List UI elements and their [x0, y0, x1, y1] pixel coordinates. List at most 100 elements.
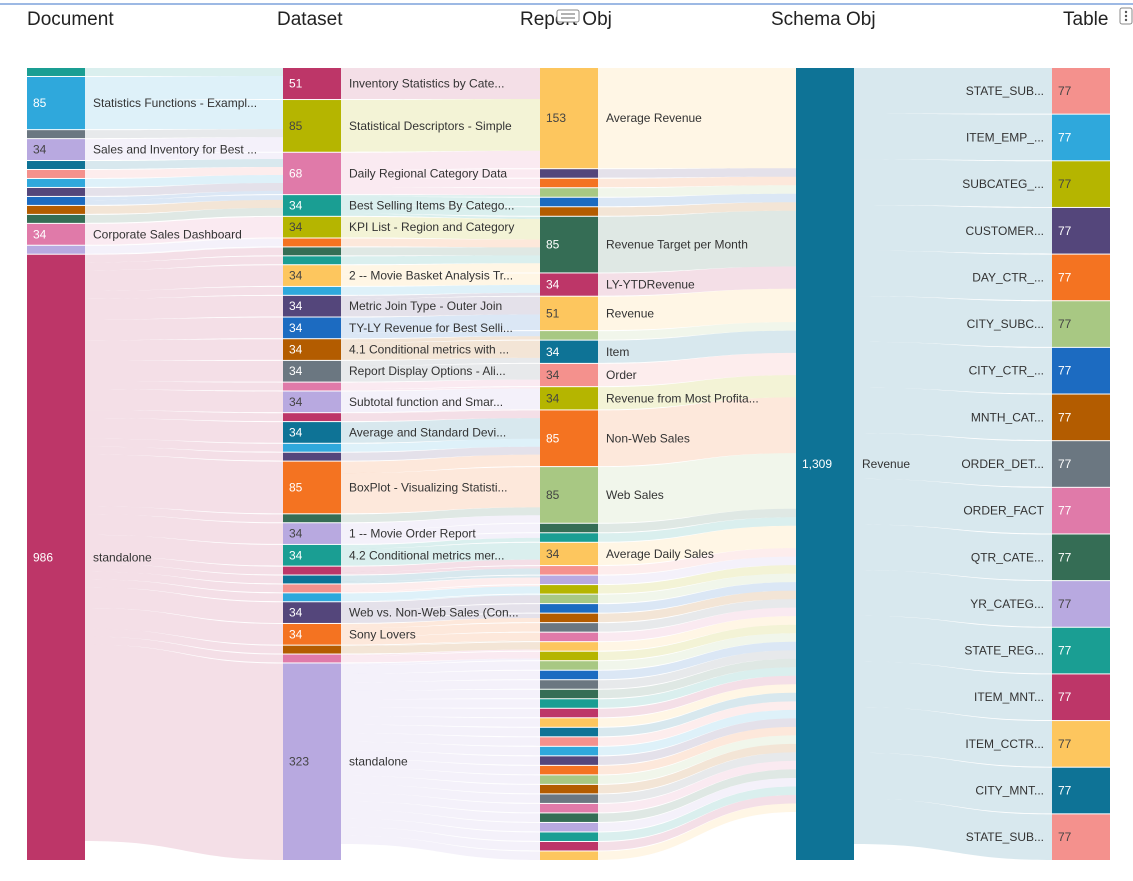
sankey-node[interactable]: [540, 727, 598, 737]
node-bar[interactable]: [540, 832, 598, 841]
flow-link[interactable]: [341, 809, 540, 832]
flow-link[interactable]: [854, 204, 1052, 254]
node-bar[interactable]: [540, 542, 598, 566]
node-bar[interactable]: [283, 443, 341, 452]
flow-link[interactable]: [341, 784, 540, 803]
flow-link[interactable]: [854, 296, 1052, 347]
node-bar[interactable]: [540, 813, 598, 822]
flow-link[interactable]: [341, 178, 540, 188]
node-bar[interactable]: [283, 382, 341, 391]
sankey-node[interactable]: [540, 523, 598, 533]
flow-link[interactable]: [598, 565, 796, 594]
flow-link[interactable]: [341, 642, 540, 654]
node-bar[interactable]: [1052, 114, 1110, 161]
sankey-node[interactable]: [283, 566, 341, 575]
sankey-node[interactable]: [540, 680, 598, 689]
flow-link[interactable]: [85, 247, 283, 254]
flow-link[interactable]: [854, 433, 1052, 487]
flow-link[interactable]: [341, 537, 540, 549]
flow-link[interactable]: [341, 632, 540, 645]
sankey-node[interactable]: 85 Revenue Target per Month: [540, 216, 748, 273]
flow-link[interactable]: [598, 794, 796, 851]
flow-link[interactable]: [341, 577, 540, 592]
sankey-node[interactable]: [540, 689, 598, 699]
flow-link[interactable]: [598, 743, 796, 794]
flow-link[interactable]: [341, 195, 540, 197]
flow-link[interactable]: [598, 266, 796, 296]
flow-link[interactable]: [854, 250, 1052, 301]
flow-link[interactable]: [341, 357, 540, 366]
node-bar[interactable]: [27, 187, 85, 196]
node-bar[interactable]: [1052, 207, 1110, 254]
flow-link[interactable]: [598, 675, 796, 718]
flow-link[interactable]: [598, 548, 796, 575]
sankey-node[interactable]: 34 Subtotal function and Smar...: [283, 391, 503, 413]
sankey-node[interactable]: [540, 632, 598, 642]
sankey-node[interactable]: [283, 443, 341, 452]
flow-link[interactable]: [341, 169, 540, 179]
flow-link[interactable]: [598, 624, 796, 661]
node-bar[interactable]: [283, 238, 341, 247]
node-bar[interactable]: [540, 387, 598, 410]
node-bar[interactable]: [1052, 254, 1110, 301]
flow-link[interactable]: [598, 525, 796, 566]
flow-link[interactable]: [341, 388, 540, 413]
sankey-node[interactable]: [540, 207, 598, 216]
sankey-node[interactable]: [540, 585, 598, 594]
flow-link[interactable]: [341, 454, 540, 474]
flow-link[interactable]: [341, 716, 540, 727]
flow-link[interactable]: [85, 238, 283, 254]
flow-link[interactable]: [598, 573, 796, 604]
sankey-node[interactable]: [540, 661, 598, 670]
node-bar[interactable]: [283, 413, 341, 422]
node-bar[interactable]: [540, 533, 598, 542]
sankey-node[interactable]: [540, 737, 598, 746]
node-bar[interactable]: [1052, 487, 1110, 534]
flow-link[interactable]: [85, 628, 283, 654]
sankey-node[interactable]: [27, 187, 85, 196]
sankey-node[interactable]: [27, 130, 85, 139]
node-bar[interactable]: [27, 161, 85, 169]
flow-link[interactable]: [341, 331, 540, 339]
node-bar[interactable]: [540, 594, 598, 604]
flow-link[interactable]: [598, 667, 796, 708]
sankey-node[interactable]: 34 Revenue from Most Profita...: [540, 387, 759, 410]
flow-link[interactable]: [341, 273, 540, 286]
flow-link[interactable]: [854, 159, 1052, 207]
flow-link[interactable]: [341, 515, 540, 531]
sankey-node[interactable]: [283, 514, 341, 523]
node-bar[interactable]: [540, 841, 598, 851]
sankey-node[interactable]: 77 STATE_REG...: [964, 627, 1110, 674]
flow-link[interactable]: [341, 196, 540, 207]
flow-link[interactable]: [341, 707, 540, 718]
flow-link[interactable]: [341, 216, 540, 240]
flow-link[interactable]: [598, 288, 796, 331]
flow-link[interactable]: [598, 322, 796, 340]
sankey-node[interactable]: [540, 803, 598, 813]
node-bar[interactable]: [283, 514, 341, 523]
flow-link[interactable]: [598, 701, 796, 746]
sankey-node[interactable]: [540, 708, 598, 718]
sankey-node[interactable]: 34 Sales and Inventory for Best ...: [27, 139, 257, 161]
flow-link[interactable]: [341, 818, 540, 841]
sankey-node[interactable]: 34 KPI List - Region and Category: [283, 216, 514, 238]
node-bar[interactable]: [27, 214, 85, 223]
sankey-node[interactable]: [283, 593, 341, 602]
flow-link[interactable]: [341, 724, 540, 737]
node-bar[interactable]: [540, 68, 598, 169]
flow-link[interactable]: [598, 684, 796, 727]
node-bar[interactable]: [540, 670, 598, 680]
sankey-node[interactable]: 34 Web vs. Non-Web Sales (Con...: [283, 602, 519, 623]
node-bar[interactable]: [1052, 581, 1110, 627]
node-bar[interactable]: [540, 410, 598, 467]
node-bar[interactable]: [540, 651, 598, 661]
flow-link[interactable]: [341, 575, 540, 584]
flow-link[interactable]: [341, 150, 540, 171]
node-bar[interactable]: [540, 794, 598, 803]
flow-link[interactable]: [598, 556, 796, 585]
flow-link[interactable]: [341, 340, 540, 360]
sankey-node[interactable]: [540, 604, 598, 613]
sankey-node[interactable]: [283, 575, 341, 584]
flow-link[interactable]: [341, 533, 540, 544]
node-bar[interactable]: [283, 317, 341, 339]
